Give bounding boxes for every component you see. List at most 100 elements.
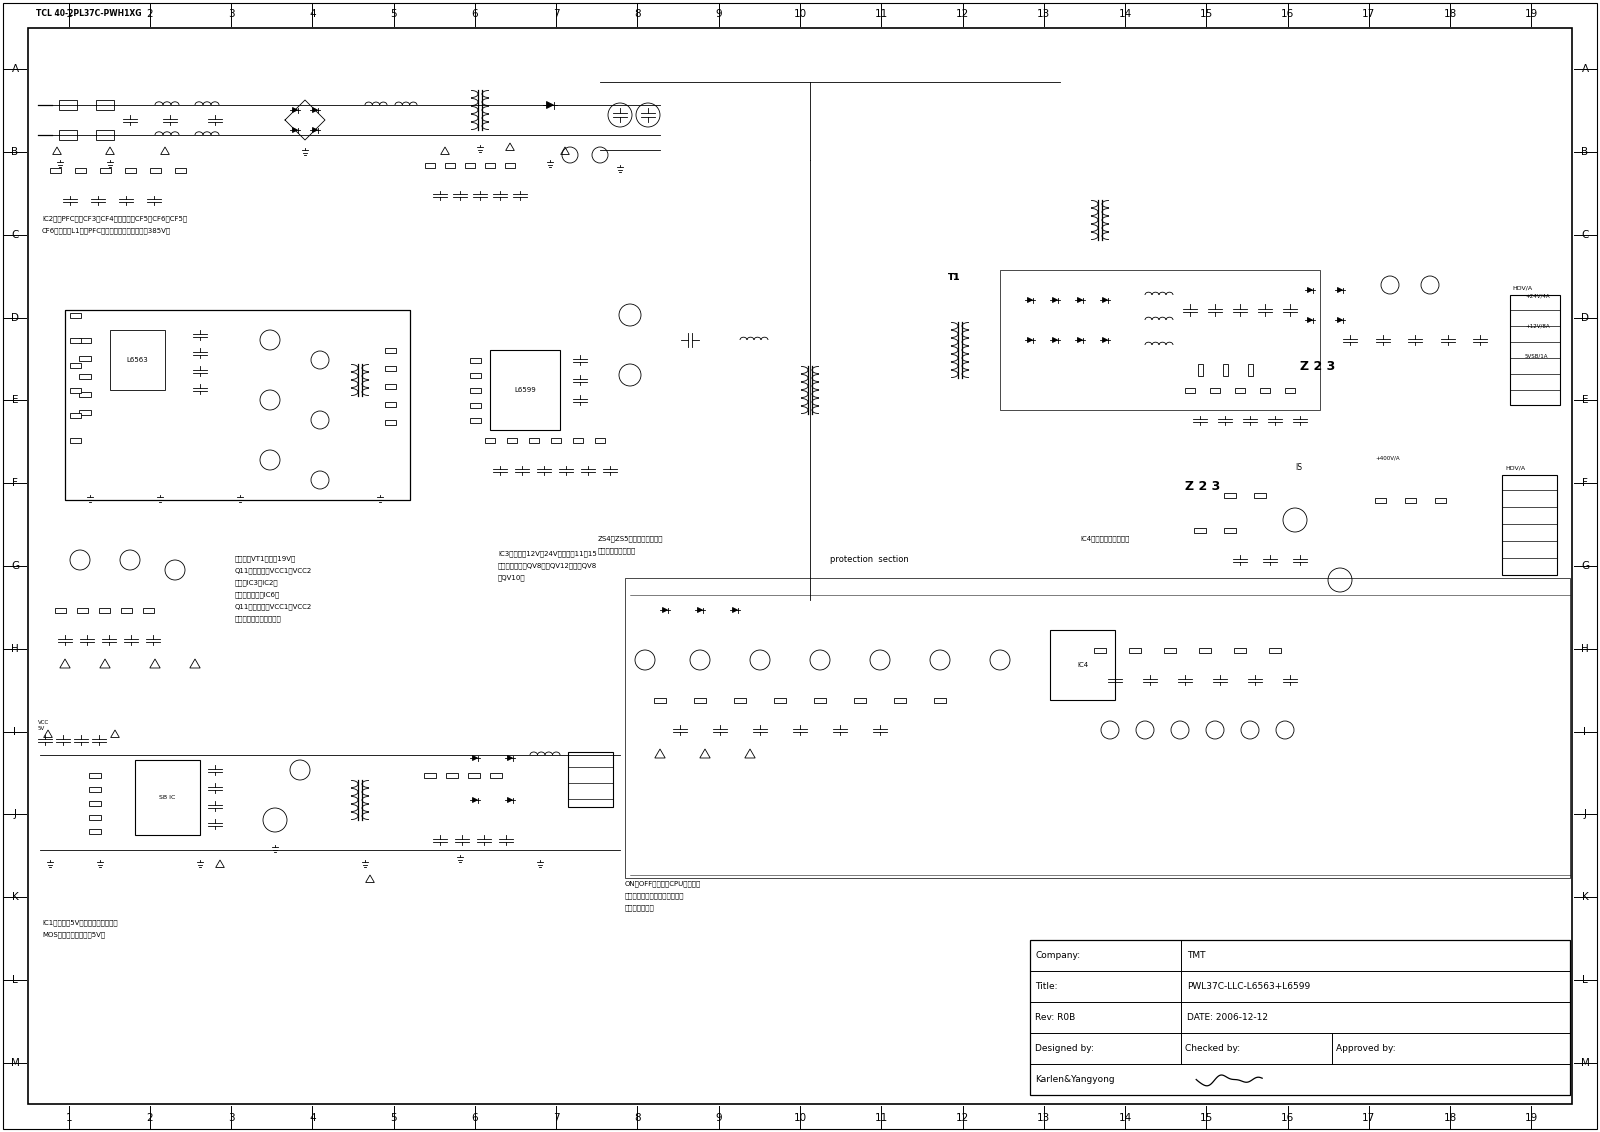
Bar bbox=[384, 420, 395, 424]
Text: IC3）IC2）: IC3）IC2） bbox=[235, 578, 278, 585]
Bar bbox=[1094, 648, 1106, 652]
Text: IC1　　　　5V）: IC1 5V） bbox=[42, 919, 118, 926]
Bar bbox=[485, 437, 494, 443]
Text: 11: 11 bbox=[875, 9, 888, 19]
Text: HDV/A: HDV/A bbox=[1512, 286, 1533, 291]
Polygon shape bbox=[507, 798, 512, 803]
Polygon shape bbox=[472, 755, 477, 761]
Bar bbox=[384, 348, 395, 352]
Bar bbox=[469, 387, 480, 393]
Text: L6599: L6599 bbox=[514, 387, 536, 393]
Text: I: I bbox=[1584, 727, 1587, 737]
Text: IC3　　　　12V）24V）　　　11　15: IC3 12V）24V） 11 15 bbox=[498, 550, 597, 557]
Bar bbox=[384, 402, 395, 406]
Bar bbox=[1285, 387, 1294, 393]
Polygon shape bbox=[1053, 337, 1058, 343]
Bar bbox=[90, 787, 101, 791]
Bar bbox=[90, 772, 101, 778]
Text: +400V/A: +400V/A bbox=[1374, 456, 1400, 461]
Text: 15: 15 bbox=[1200, 1113, 1213, 1123]
Bar bbox=[550, 437, 562, 443]
Text: IC4）: IC4） bbox=[1080, 535, 1130, 541]
Polygon shape bbox=[547, 102, 554, 109]
Text: 18: 18 bbox=[1443, 1113, 1456, 1123]
Text: L: L bbox=[13, 975, 18, 985]
Polygon shape bbox=[1307, 288, 1312, 292]
Bar bbox=[149, 168, 160, 172]
Text: 15: 15 bbox=[1200, 9, 1213, 19]
Polygon shape bbox=[1338, 288, 1342, 292]
Text: MOS　　　　　　　　5V）: MOS 5V） bbox=[42, 931, 106, 937]
Text: TCL 40-2PL37C-PWH1XG: TCL 40-2PL37C-PWH1XG bbox=[35, 9, 141, 18]
Bar bbox=[446, 772, 458, 778]
Text: 1: 1 bbox=[66, 9, 72, 19]
Bar bbox=[894, 697, 906, 703]
Text: 17: 17 bbox=[1362, 9, 1376, 19]
Text: 3: 3 bbox=[227, 1113, 235, 1123]
Bar bbox=[1198, 648, 1211, 652]
Bar bbox=[99, 168, 110, 172]
Bar bbox=[69, 412, 80, 418]
Bar bbox=[69, 437, 80, 443]
Text: Title:: Title: bbox=[1035, 981, 1058, 990]
Text: 9: 9 bbox=[715, 1113, 722, 1123]
Bar bbox=[78, 410, 91, 414]
Bar bbox=[466, 163, 475, 168]
Bar bbox=[69, 312, 80, 317]
Polygon shape bbox=[1027, 337, 1032, 343]
Text: 4: 4 bbox=[309, 1113, 315, 1123]
Bar bbox=[1234, 648, 1246, 652]
Text: Z 2 3: Z 2 3 bbox=[1299, 360, 1336, 374]
Text: 19: 19 bbox=[1525, 1113, 1538, 1123]
Text: H: H bbox=[1581, 644, 1589, 654]
Bar bbox=[507, 437, 517, 443]
Text: 5VSB/1A: 5VSB/1A bbox=[1525, 354, 1549, 359]
Bar bbox=[1254, 492, 1266, 497]
Text: 14: 14 bbox=[1118, 1113, 1131, 1123]
Bar bbox=[1197, 365, 1203, 376]
Bar bbox=[1030, 940, 1570, 1095]
Polygon shape bbox=[1102, 337, 1107, 343]
Bar bbox=[78, 392, 91, 396]
Text: Approved by:: Approved by: bbox=[1336, 1044, 1397, 1053]
Text: G: G bbox=[1581, 561, 1589, 571]
Text: T1: T1 bbox=[947, 273, 960, 282]
Text: L: L bbox=[1582, 975, 1587, 985]
Text: 5: 5 bbox=[390, 1113, 397, 1123]
Text: I: I bbox=[13, 727, 16, 737]
Text: 14: 14 bbox=[1118, 9, 1131, 19]
Bar bbox=[120, 608, 131, 612]
Text: IC6）: IC6） bbox=[235, 591, 280, 598]
Polygon shape bbox=[1053, 298, 1058, 302]
Bar bbox=[1269, 648, 1282, 652]
Text: C: C bbox=[1581, 230, 1589, 240]
Bar bbox=[75, 168, 85, 172]
Text: TMT: TMT bbox=[1187, 951, 1206, 960]
Bar bbox=[50, 168, 61, 172]
Polygon shape bbox=[1307, 317, 1312, 323]
Polygon shape bbox=[312, 108, 317, 112]
Bar bbox=[69, 337, 80, 343]
Text: 12: 12 bbox=[955, 9, 970, 19]
Text: VT1　　　19V）: VT1 19V） bbox=[235, 555, 296, 561]
Polygon shape bbox=[472, 798, 477, 803]
Text: F: F bbox=[1582, 478, 1587, 488]
Bar bbox=[1248, 365, 1253, 376]
Text: 10: 10 bbox=[794, 1113, 806, 1123]
Text: J: J bbox=[1584, 809, 1587, 820]
Bar bbox=[69, 387, 80, 393]
Text: T1: T1 bbox=[947, 273, 960, 282]
Bar bbox=[99, 608, 109, 612]
Text: 16: 16 bbox=[1282, 9, 1294, 19]
Text: M: M bbox=[11, 1057, 19, 1067]
Text: 4: 4 bbox=[309, 9, 315, 19]
Text: 2: 2 bbox=[147, 1113, 154, 1123]
Text: 12: 12 bbox=[955, 1113, 970, 1123]
Text: +24V/4A: +24V/4A bbox=[1525, 294, 1550, 299]
Polygon shape bbox=[1338, 317, 1342, 323]
Text: HDV/A: HDV/A bbox=[1506, 466, 1525, 471]
Text: 2: 2 bbox=[147, 9, 154, 19]
Text: protection  section: protection section bbox=[830, 555, 909, 564]
Text: 10: 10 bbox=[794, 9, 806, 19]
Polygon shape bbox=[1077, 298, 1083, 302]
